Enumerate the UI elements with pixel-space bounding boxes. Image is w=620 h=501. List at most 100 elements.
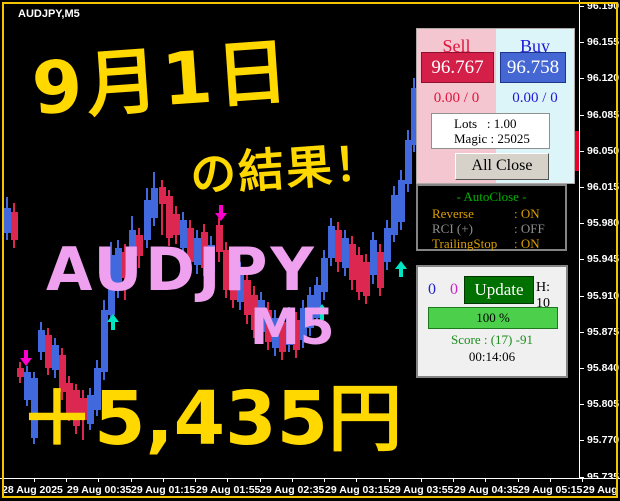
buy-price-button[interactable]: 96.758 [500,52,566,83]
count-blue: 0 [428,281,436,298]
buy-arrow-icon [316,304,328,320]
time-axis-tick [227,479,228,482]
price-axis-tick [580,259,584,260]
candle-body [237,270,244,302]
price-axis-tick [580,115,584,116]
candle-body [122,252,129,278]
candle-body [4,208,11,233]
time-axis-tick [421,479,422,482]
candle-body [180,220,187,248]
candle-body [94,368,101,410]
candle-body [286,315,293,345]
time-axis-tick [550,479,551,482]
overlay-timeframe-text: M5 [250,298,335,356]
candle-body [335,230,342,262]
price-axis-tick [580,404,584,405]
time-axis-label: 29 Aug 05:15 [518,484,583,496]
candle-body [159,187,166,204]
price-axis-tick [580,151,584,152]
candle-body [279,322,286,352]
price-axis-label: 95.945 [587,253,620,265]
arrow-shaft [24,350,28,358]
price-axis-label: 95.910 [587,290,620,302]
time-axis-tick [518,479,519,482]
time-axis-label: 29 Aug 04:35 [454,484,519,496]
candle-body [230,262,237,300]
candle-body [194,238,201,265]
candle-body [251,295,258,330]
sell-arrow-icon [215,205,227,221]
candle-body [223,250,230,290]
progress-bar: 100 % [428,307,558,329]
time-axis-tick [2,479,3,482]
candle-body [38,330,45,352]
candle-body [363,262,370,296]
trade-panel: Sell Buy 96.767 96.758 0.00 / 0 0.00 / 0… [416,28,575,184]
arrow-shaft [111,322,115,330]
price-axis-tick [580,78,584,79]
price-axis-tick [580,187,584,188]
candle-body [216,225,223,252]
candle-body [398,180,405,222]
time-axis-tick [292,479,293,482]
sell-price-button[interactable]: 96.767 [421,52,494,83]
candle-body [370,240,377,275]
candle-body [24,372,31,400]
candle-body [328,226,335,258]
arrow-shaft [219,205,223,213]
price-axis-label: 96.085 [587,109,620,121]
arrow-head [215,213,227,221]
overlay-result-text: の結果！ [188,135,384,203]
update-button[interactable]: Update [464,276,534,304]
buy-arrow-icon [395,261,407,277]
autoclose-row-label: RCI (+) [432,221,473,236]
all-close-button[interactable]: All Close [455,153,549,180]
overlay-profit-text: ＋5,435円 [20,376,403,462]
candle-body [307,295,314,328]
time-axis-label: 29 Aug 05 [583,484,620,496]
candle-body [349,244,356,280]
lots-line: Lots : 1.00 [454,116,517,131]
price-axis-label: 96.050 [587,145,620,157]
candle-wick [161,180,163,235]
candle-body [144,200,151,240]
price-axis-label: 95.980 [587,217,620,229]
candle-body [166,196,173,238]
autoclose-row-trailingstop: TrailingStop : ON [432,236,559,252]
time-axis-tick [131,479,132,482]
autoclose-row-label: TrailingStop [432,236,498,251]
price-axis-tick [580,477,584,478]
candle-body [45,335,52,368]
price-axis-label: 96.190 [587,0,620,12]
price-axis-label: 95.770 [587,434,620,446]
candle-body [80,398,87,420]
time-axis-label: 29 Aug 03:15 [325,484,390,496]
buy-stats: 0.00 / 0 [512,90,558,106]
current-price-marker [575,131,579,171]
candle-body [314,285,321,318]
time-axis-tick [66,479,67,482]
count-magenta: 0 [450,281,458,298]
time-axis-tick [34,479,35,482]
candle-body [258,300,265,332]
magic-line: Magic : 25025 [454,131,530,146]
candle-body [265,310,272,342]
candle-body [342,238,349,268]
candle-body [59,355,66,392]
price-axis-tick [580,332,584,333]
candle-body [356,255,363,292]
buy-arrow-icon [107,314,119,330]
candle-body [173,214,180,235]
autoclose-panel: - AutoClose - Reverse : ON RCI (+) : OFF… [416,184,567,251]
price-axis-label: 96.120 [587,72,620,84]
candle-body [101,310,108,372]
arrow-head [395,261,407,269]
time-axis-label: 29 Aug 01:55 [196,484,261,496]
overlay-symbol-text: AUDJPY [46,235,317,305]
price-axis-tick [580,42,584,43]
time-axis-tick [98,479,99,482]
candle-body [11,212,18,240]
price-axis-label: 95.875 [587,326,620,338]
candle-body [17,368,24,377]
time-axis-label: 29 Aug 02:35 [260,484,325,496]
